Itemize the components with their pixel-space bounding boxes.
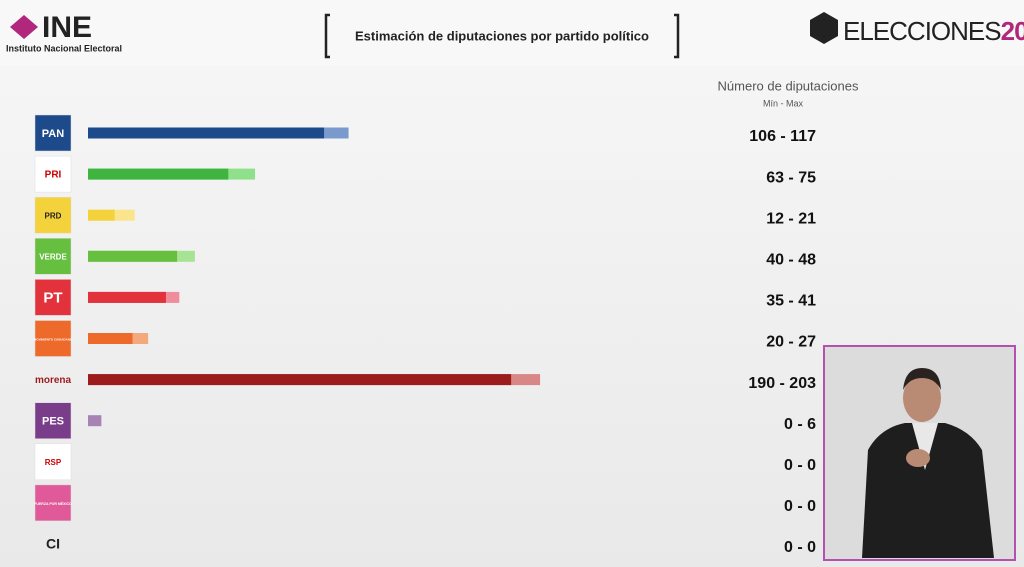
header-band xyxy=(0,0,1024,66)
value-label: 0 - 6 xyxy=(784,416,816,433)
chart-title: Estimación de diputaciones por partido p… xyxy=(355,28,649,43)
party-logo-box xyxy=(34,320,72,357)
value-label: 0 - 0 xyxy=(784,539,816,556)
value-label: 190 - 203 xyxy=(748,375,816,392)
axis-label: Número de diputaciones xyxy=(718,78,859,93)
party-logo-box xyxy=(34,443,72,481)
person-hair xyxy=(903,368,941,390)
brand: ELECCIONES2021 xyxy=(843,16,1024,46)
bracket-right xyxy=(674,13,680,59)
brand-word: ELECCIONES xyxy=(843,16,1001,46)
party-logo-text: VERDE xyxy=(39,252,67,261)
bar-min xyxy=(88,374,512,386)
person-body xyxy=(862,423,994,558)
bar-min xyxy=(88,209,115,221)
video-inset xyxy=(823,345,1016,561)
value-label: 20 - 27 xyxy=(766,334,816,351)
party-logo-text: FUERZA POR MÉXICO xyxy=(34,501,72,506)
ine-logo: INE xyxy=(42,11,92,44)
value-label: 106 - 117 xyxy=(749,128,816,145)
value-label: 35 - 41 xyxy=(766,293,816,310)
ine-subtitle: Instituto Nacional Electoral xyxy=(6,43,122,53)
bar-min xyxy=(88,291,166,303)
value-label: 40 - 48 xyxy=(766,252,816,269)
bar-min xyxy=(88,127,325,139)
bar-min xyxy=(88,250,178,262)
party-logo-box xyxy=(34,114,72,152)
value-label: 63 - 75 xyxy=(766,169,816,186)
bar-min xyxy=(88,168,229,180)
person-head xyxy=(903,374,941,422)
party-logo-text: RSP xyxy=(45,458,62,467)
value-label: 12 - 21 xyxy=(766,210,816,227)
bracket-left xyxy=(324,13,330,59)
party-logo-text: PRD xyxy=(45,211,62,220)
bar-min xyxy=(88,333,133,344)
party-logo-text: CI xyxy=(46,536,60,552)
value-label: 0 - 0 xyxy=(784,457,816,474)
ine-logo-mark xyxy=(10,15,38,39)
party-logo-box xyxy=(34,238,72,275)
party-logo-box xyxy=(34,402,72,439)
party-logo-box xyxy=(34,196,72,234)
bar-max xyxy=(88,415,102,427)
axis-sublabel: Mín - Max xyxy=(763,98,804,108)
party-logo-box xyxy=(34,484,72,522)
party-logo-box xyxy=(34,279,72,316)
party-logo-text: PAN xyxy=(42,128,64,140)
party-logo-box xyxy=(34,155,72,193)
party-logo-text: PES xyxy=(42,416,64,428)
person-shirt xyxy=(912,423,938,470)
party-logo-text: morena xyxy=(35,375,72,386)
brand-mark xyxy=(810,12,838,44)
party-logo-text: PT xyxy=(43,289,62,306)
person-hand xyxy=(906,449,930,467)
value-label: 0 - 0 xyxy=(784,498,816,515)
party-logo-text: PRI xyxy=(45,170,62,181)
brand-year: 2021 xyxy=(1001,16,1024,46)
party-logo-text: MOVIMIENTO CIUDADANO xyxy=(34,337,73,341)
